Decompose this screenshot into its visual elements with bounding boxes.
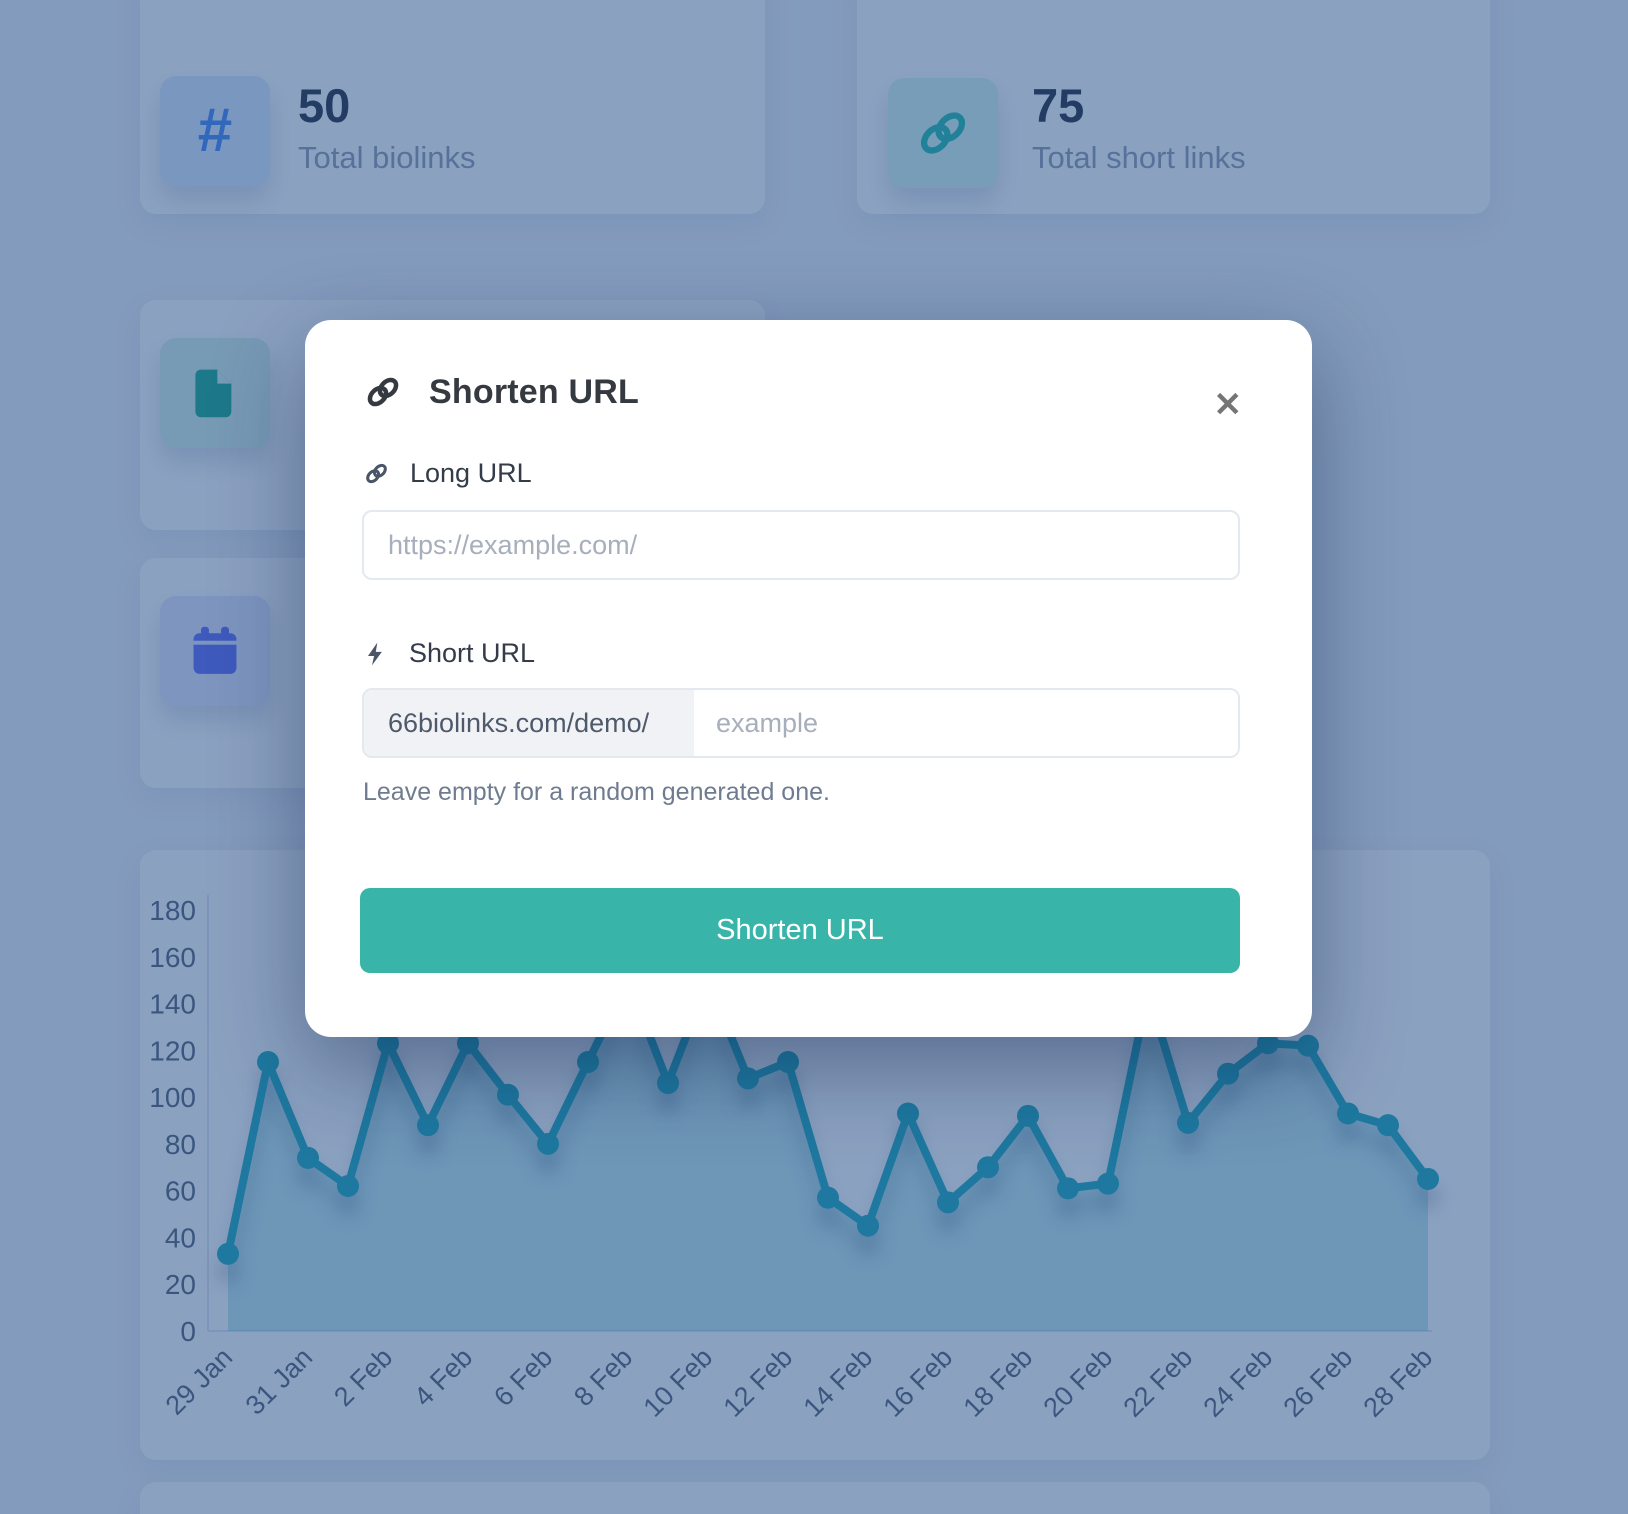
close-icon[interactable]: ✕ <box>1213 386 1243 424</box>
link-icon <box>363 460 390 487</box>
shorten-url-submit-button[interactable]: Shorten URL <box>360 888 1240 973</box>
long-url-label: Long URL <box>410 458 532 488</box>
long-url-input[interactable] <box>362 510 1240 580</box>
shorten-url-modal: Shorten URL ✕ Long URL <box>305 320 1312 1037</box>
short-url-input-group: 66biolinks.com/demo/ <box>362 688 1240 758</box>
short-url-help-text: Leave empty for a random generated one. <box>363 778 830 806</box>
modal-title: Shorten URL <box>429 372 639 411</box>
link-icon <box>363 372 403 412</box>
short-url-input[interactable] <box>694 690 1238 756</box>
short-url-label: Short URL <box>409 638 536 668</box>
short-url-prefix: 66biolinks.com/demo/ <box>364 690 694 756</box>
lightning-icon <box>363 641 389 667</box>
